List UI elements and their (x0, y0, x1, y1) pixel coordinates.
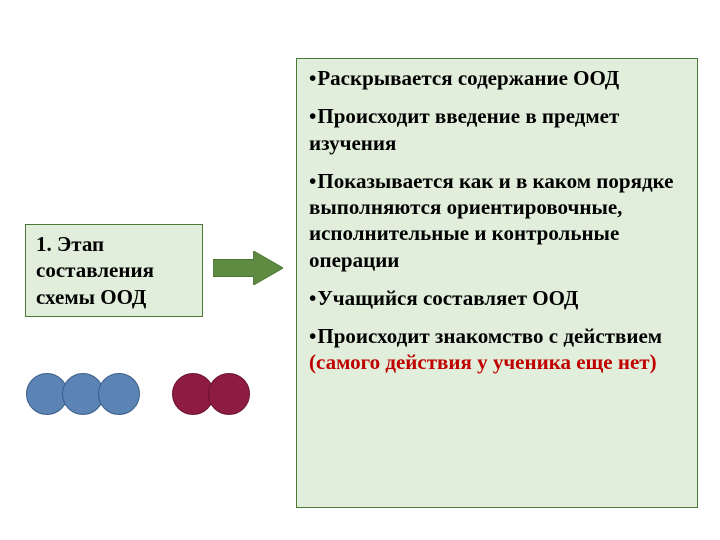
decorative-circle (98, 373, 140, 415)
content-text: (самого действия у ученика еще нет) (309, 350, 657, 374)
content-item: •Учащийся составляет ООД (297, 279, 697, 317)
bullet-icon: • (309, 324, 316, 348)
arrow-right-icon (213, 251, 283, 285)
decorative-circle (208, 373, 250, 415)
content-text: Происходит введение в предмет изучения (309, 104, 619, 154)
content-text: Раскрывается содержание ООД (317, 66, 619, 90)
stage-box: 1. Этап составления схемы ООД (25, 224, 203, 317)
content-item: •Происходит знакомство с действием (само… (297, 317, 697, 382)
maroon-circles-group (172, 373, 244, 415)
stage-box-text: 1. Этап составления схемы ООД (36, 232, 154, 309)
bullet-icon: • (309, 104, 316, 128)
content-panel: •Раскрывается содержание ООД•Происходит … (296, 58, 698, 508)
content-item: •Раскрывается содержание ООД (297, 59, 697, 97)
bullet-icon: • (309, 66, 316, 90)
bullet-icon: • (309, 286, 316, 310)
content-item: •Показывается как и в каком порядке выпо… (297, 162, 697, 279)
arrow-right (213, 251, 283, 290)
content-text: Учащийся составляет ООД (317, 286, 578, 310)
content-text: Показывается как и в каком порядке выпол… (309, 169, 673, 272)
blue-circles-group (26, 373, 134, 415)
content-text: Происходит знакомство с действием (317, 324, 662, 348)
bullet-icon: • (309, 169, 316, 193)
content-item: •Происходит введение в предмет изучения (297, 97, 697, 162)
